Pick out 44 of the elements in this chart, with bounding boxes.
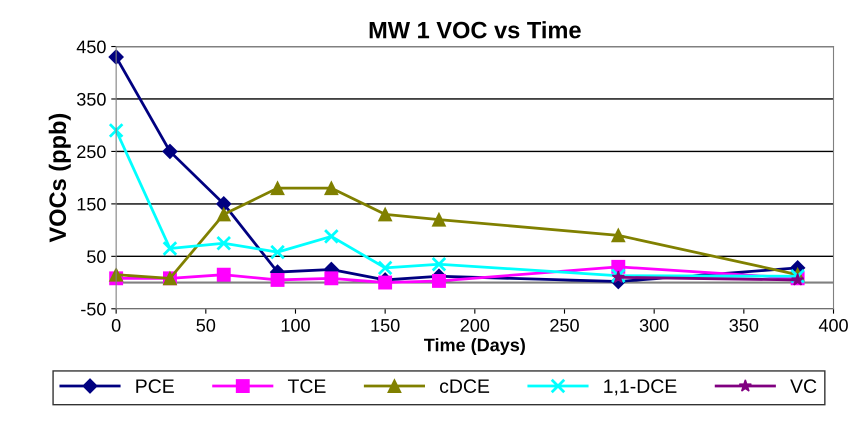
x-tick-label: 300 <box>640 318 669 332</box>
point <box>378 260 393 276</box>
y-axis-title: VOCs (ppb) <box>48 114 71 242</box>
y-tick-label: -50 <box>81 302 106 316</box>
x-tick-label: 50 <box>196 318 216 332</box>
point <box>216 268 231 282</box>
legend-label: VC <box>790 379 816 394</box>
point <box>270 244 286 260</box>
legend-label: TCE <box>288 379 326 394</box>
point <box>162 144 178 160</box>
point <box>216 236 232 251</box>
x-tick-label: 250 <box>550 318 579 332</box>
point <box>270 181 284 196</box>
point <box>431 256 447 272</box>
legend-label: cDCE <box>440 379 490 394</box>
y-tick-label: 150 <box>78 198 106 211</box>
x-tick-label: 200 <box>460 318 490 332</box>
point <box>378 276 392 290</box>
x-tick-label: 150 <box>371 318 400 332</box>
x-tick-label: 100 <box>282 318 310 332</box>
chart-title: MW 1 VOC vs Time <box>370 21 581 38</box>
point <box>324 271 338 286</box>
legend-label: PCE <box>136 379 174 394</box>
y-tick-label: 250 <box>77 145 106 158</box>
point <box>216 207 231 222</box>
y-tick-label: 350 <box>76 92 106 106</box>
point <box>270 272 284 287</box>
point <box>216 196 232 212</box>
point <box>162 240 178 256</box>
legend-label: 1,1-DCE <box>604 379 676 396</box>
y-tick-label: 450 <box>76 40 106 54</box>
y-tick-label: 50 <box>87 250 106 264</box>
x-tick-label: 350 <box>729 318 758 332</box>
point <box>108 122 124 138</box>
x-tick-label: 400 <box>818 318 848 332</box>
point <box>324 181 338 196</box>
x-tick-label: 0 <box>112 318 120 332</box>
point <box>432 274 446 288</box>
point <box>378 207 392 222</box>
x-axis-title: Time (Days) <box>424 338 525 355</box>
point <box>611 228 626 242</box>
point <box>324 228 339 244</box>
point <box>432 212 446 227</box>
point <box>108 49 124 65</box>
